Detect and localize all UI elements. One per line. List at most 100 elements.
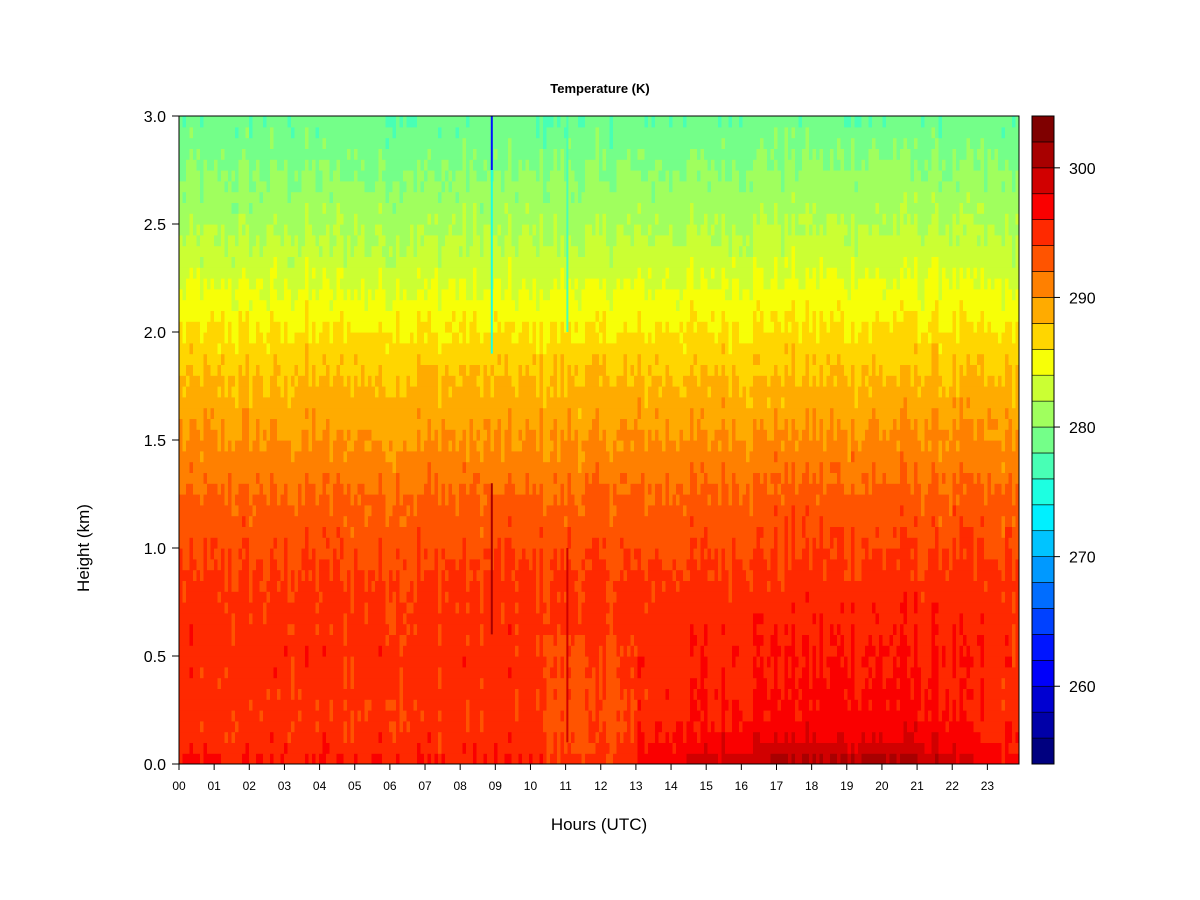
heatmap-cell: [333, 364, 338, 376]
heatmap-cell: [350, 396, 355, 409]
heatmap-cell: [217, 234, 222, 247]
heatmap-cell: [231, 245, 236, 257]
heatmap-cell: [431, 191, 436, 203]
heatmap-cell: [424, 699, 429, 711]
heatmap-cell: [452, 623, 457, 635]
heatmap-cell: [228, 288, 233, 301]
heatmap-cell: [217, 418, 222, 430]
heatmap-cell: [315, 137, 320, 149]
heatmap-cell: [452, 440, 457, 452]
heatmap-cell: [361, 602, 366, 614]
heatmap-cell: [259, 731, 264, 743]
heatmap-cell: [179, 256, 184, 268]
heatmap-cell: [291, 440, 296, 452]
heatmap-cell: [319, 537, 324, 549]
heatmap-cell: [259, 461, 264, 473]
heatmap-cell: [445, 224, 450, 236]
heatmap-cell: [273, 710, 278, 722]
heatmap-cell: [469, 731, 474, 743]
heatmap-cell: [364, 634, 369, 646]
heatmap-cell: [315, 396, 320, 409]
heatmap-cell: [312, 429, 317, 441]
heatmap-cell: [329, 461, 334, 473]
heatmap-cell: [256, 267, 261, 279]
heatmap-cell: [382, 450, 387, 463]
heatmap-cell: [294, 548, 299, 560]
heatmap-cell: [466, 472, 471, 484]
heatmap-cell: [210, 429, 215, 441]
heatmap-cell: [200, 483, 205, 495]
heatmap-cell: [375, 332, 380, 344]
heatmap-cell: [228, 159, 233, 171]
heatmap-cell: [431, 180, 436, 193]
heatmap-cell: [466, 634, 471, 646]
heatmap-cell: [389, 602, 394, 614]
heatmap-cell: [277, 612, 282, 625]
heatmap-cell: [256, 483, 261, 495]
heatmap-cell: [413, 180, 418, 193]
heatmap-cell: [459, 720, 464, 733]
heatmap-cell: [466, 191, 471, 203]
heatmap-cell: [207, 148, 212, 160]
heatmap-cell: [396, 612, 401, 625]
heatmap-cell: [319, 126, 324, 139]
heatmap-cell: [424, 558, 429, 571]
heatmap-cell: [287, 450, 292, 463]
heatmap-cell: [301, 159, 306, 171]
heatmap-cell: [403, 526, 408, 538]
heatmap-cell: [354, 645, 359, 657]
heatmap-cell: [340, 612, 345, 625]
heatmap-cell: [179, 342, 184, 355]
heatmap-cell: [217, 548, 222, 560]
heatmap-cell: [329, 602, 334, 614]
heatmap-cell: [434, 202, 439, 214]
heatmap-cell: [459, 483, 464, 495]
heatmap-cell: [231, 720, 236, 733]
heatmap-cell: [410, 623, 415, 635]
heatmap-cell: [420, 612, 425, 625]
heatmap-cell: [399, 720, 404, 733]
heatmap-cell: [333, 591, 338, 603]
heatmap-cell: [301, 515, 306, 527]
heatmap-cell: [200, 256, 205, 268]
heatmap-cell: [284, 656, 289, 668]
heatmap-cell: [291, 602, 296, 614]
heatmap-cell: [420, 418, 425, 430]
heatmap-cell: [298, 591, 303, 603]
heatmap-cell: [200, 418, 205, 430]
heatmap-cell: [263, 191, 268, 203]
heatmap-cell: [354, 170, 359, 182]
heatmap-cell: [459, 332, 464, 344]
heatmap-cell: [445, 310, 450, 322]
heatmap-cell: [385, 332, 390, 344]
heatmap-cell: [245, 234, 250, 247]
heatmap-cell: [315, 148, 320, 160]
heatmap-cell: [350, 450, 355, 463]
heatmap-cell: [455, 558, 460, 571]
heatmap-cell: [256, 310, 261, 322]
heatmap-cell: [385, 558, 390, 571]
heatmap-cell: [228, 569, 233, 581]
heatmap-cell: [396, 440, 401, 452]
heatmap-cell: [354, 137, 359, 149]
heatmap-cell: [399, 591, 404, 603]
heatmap-cell: [333, 148, 338, 160]
heatmap-cell: [445, 515, 450, 527]
heatmap-cell: [242, 170, 247, 182]
heatmap-cell: [214, 364, 219, 376]
heatmap-cell: [207, 710, 212, 722]
heatmap-cell: [231, 504, 236, 517]
heatmap-cell: [207, 440, 212, 452]
heatmap-cell: [266, 288, 271, 301]
heatmap-cell: [214, 375, 219, 387]
heatmap-cell: [361, 472, 366, 484]
heatmap-cell: [319, 504, 324, 517]
heatmap-cell: [340, 137, 345, 149]
heatmap-cell: [256, 396, 261, 409]
heatmap-cell: [200, 137, 205, 149]
heatmap-cell: [203, 429, 208, 441]
heatmap-cell: [256, 429, 261, 441]
heatmap-cell: [417, 332, 422, 344]
heatmap-cell: [385, 612, 390, 625]
heatmap-cell: [420, 688, 425, 700]
